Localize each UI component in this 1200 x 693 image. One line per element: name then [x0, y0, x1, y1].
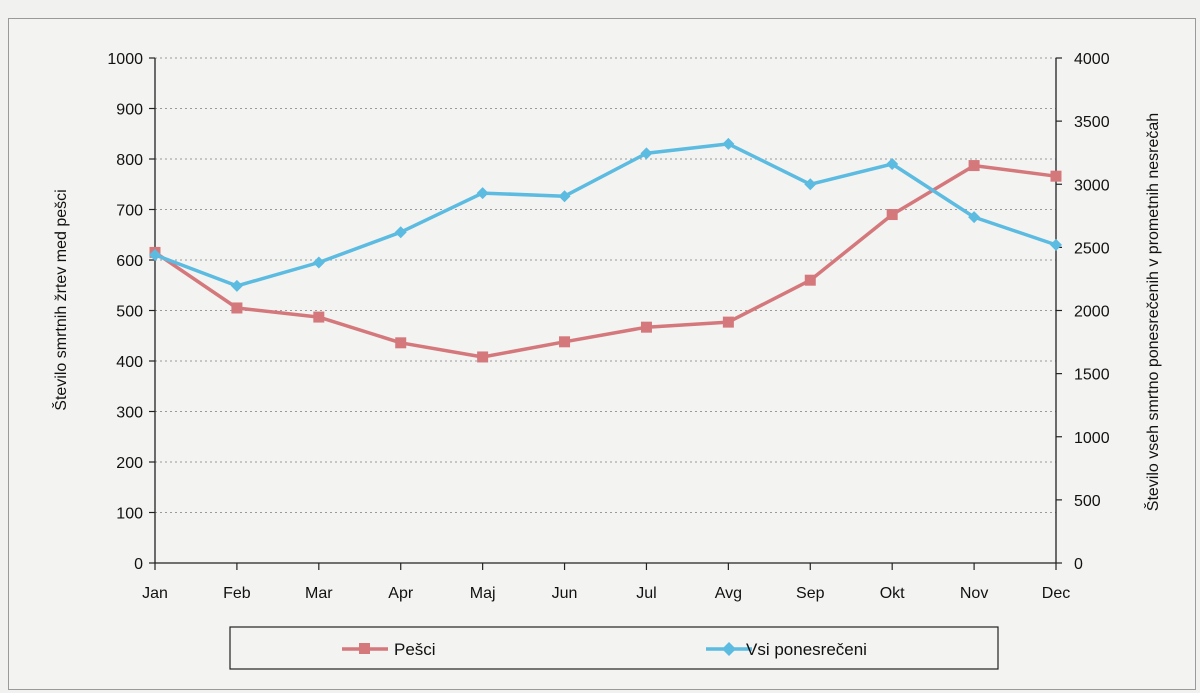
x-tick-label: Apr — [388, 585, 414, 602]
x-tick-label: Avg — [715, 585, 742, 602]
data-point-vsi-ponesreceni — [312, 256, 325, 269]
x-tick-label: Maj — [470, 585, 496, 602]
right-tick-label: 3500 — [1074, 114, 1110, 131]
right-tick-label: 4000 — [1074, 51, 1110, 68]
right-tick-label: 0 — [1074, 556, 1083, 573]
series-vsi-ponesreceni — [149, 137, 1062, 292]
data-point-vsi-ponesreceni — [968, 211, 981, 224]
left-axis-ticks: 0 100 200 300 400 500 600 700 800 900 1000 — [107, 51, 155, 573]
series-line-pesci — [154, 163, 1057, 359]
data-point-pesci — [559, 336, 571, 348]
data-point-vsi-ponesreceni — [394, 226, 407, 239]
right-axis-ticks: 0 500 1000 1500 2000 2500 3000 3500 4000 — [1056, 51, 1110, 573]
data-point-vsi-ponesreceni — [804, 178, 817, 191]
gridlines — [155, 57, 1056, 513]
x-tick-label: Okt — [880, 585, 905, 602]
right-tick-label: 1500 — [1074, 367, 1110, 384]
legend-marker-vsi — [722, 642, 736, 656]
left-tick-label: 700 — [116, 203, 143, 220]
right-axis-title: Število vseh smrtno ponesrečenih v prome… — [1143, 113, 1162, 511]
data-point-vsi-ponesreceni — [886, 158, 899, 171]
left-tick-label: 300 — [116, 405, 143, 422]
left-tick-label: 100 — [116, 506, 143, 523]
data-point-pesci — [722, 316, 734, 328]
x-tick-label: Dec — [1042, 585, 1070, 602]
right-tick-label: 500 — [1074, 493, 1101, 510]
left-tick-label: 0 — [134, 556, 143, 573]
left-axis-title: Število smrtnih žrtev med pešci — [51, 189, 70, 410]
data-point-pesci — [640, 321, 652, 333]
data-point-vsi-ponesreceni — [476, 187, 489, 200]
series-pesci — [149, 160, 1062, 363]
left-tick-label: 400 — [116, 354, 143, 371]
x-tick-label: Sep — [796, 585, 825, 602]
legend-label-vsi: Vsi ponesrečeni — [746, 640, 867, 659]
right-tick-label: 2000 — [1074, 304, 1110, 321]
x-tick-label: Mar — [305, 585, 333, 602]
left-tick-label: 200 — [116, 455, 143, 472]
left-tick-label: 600 — [116, 253, 143, 270]
chart-frame — [8, 18, 1196, 690]
x-tick-label: Jul — [636, 585, 656, 602]
data-point-pesci — [231, 302, 243, 314]
x-tick-label: Nov — [960, 585, 988, 602]
series-line-vsi-ponesreceni — [154, 142, 1057, 288]
x-tick-label: Feb — [223, 585, 251, 602]
legend: Pešci Vsi ponesrečeni — [229, 626, 999, 670]
data-point-pesci — [313, 311, 325, 323]
data-point-pesci — [1050, 170, 1062, 182]
x-tick-label: Jan — [142, 585, 168, 602]
data-point-vsi-ponesreceni — [230, 279, 243, 292]
x-axis-ticks: Jan Feb Mar Apr Maj Jun Jul Avg Sep Okt Nov Dec — [142, 563, 1070, 602]
x-tick-label: Jun — [552, 585, 578, 602]
right-tick-label: 3000 — [1074, 177, 1110, 194]
data-point-vsi-ponesreceni — [640, 147, 653, 160]
left-tick-label: 900 — [116, 102, 143, 119]
data-point-vsi-ponesreceni — [1050, 238, 1062, 251]
legend-marker-pesci — [359, 643, 370, 654]
left-tick-label: 800 — [116, 152, 143, 169]
right-tick-label: 1000 — [1074, 430, 1110, 447]
data-point-vsi-ponesreceni — [558, 190, 571, 203]
data-point-vsi-ponesreceni — [149, 248, 161, 261]
data-point-vsi-ponesreceni — [722, 137, 735, 150]
data-point-pesci — [477, 351, 489, 363]
data-point-pesci — [804, 274, 816, 286]
series — [149, 137, 1062, 363]
left-tick-label: 500 — [116, 304, 143, 321]
left-tick-label: 1000 — [107, 51, 143, 68]
data-point-pesci — [886, 209, 898, 221]
legend-label-pesci: Pešci — [394, 640, 436, 659]
data-point-pesci — [395, 337, 407, 349]
right-tick-label: 2500 — [1074, 240, 1110, 257]
data-point-pesci — [968, 160, 980, 172]
